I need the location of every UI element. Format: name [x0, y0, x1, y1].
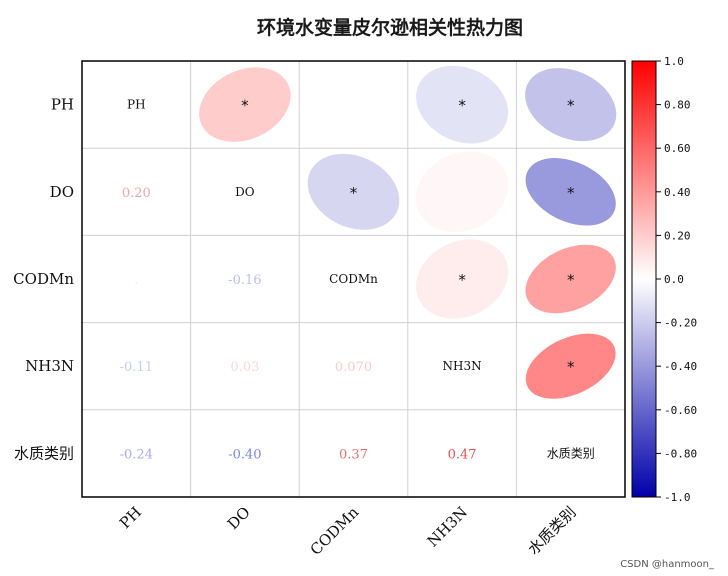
diagonal-label: PH [127, 98, 146, 112]
significance-marker: * [567, 358, 575, 376]
watermark: CSDN @hanmoon_ [620, 559, 714, 570]
diagonal-label: NH3N [443, 359, 482, 373]
corr-value-label: 0.03 [230, 360, 259, 375]
heatmap-grid [82, 61, 625, 497]
colorbar-tick-label: -0.40 [664, 360, 697, 373]
corr-ellipse [525, 333, 616, 399]
corr-ellipse [525, 68, 617, 142]
corr-ellipse [525, 158, 616, 226]
corr-ellipse [415, 239, 509, 319]
corr-value-label: 0.47 [448, 447, 477, 462]
column-label: 水质类别 [524, 503, 579, 558]
corr-value-label: -0.11 [120, 360, 153, 375]
chart-title: 环境水变量皮尔逊相关性热力图 [257, 16, 523, 39]
colorbar-tick-label: -1.0 [664, 491, 691, 504]
column-label: PH [116, 503, 145, 532]
significance-marker: * [458, 97, 466, 115]
colorbar-tick-label: 0.40 [664, 186, 691, 199]
colorbar-tick-label: -0.80 [664, 447, 697, 460]
corr-value-label: -0.16 [228, 273, 261, 288]
diagonal-label: CODMn [329, 272, 378, 286]
corr-value-label: 0.37 [339, 447, 368, 462]
corr-value-label: -0.24 [120, 447, 153, 462]
colorbar-tick-label: 0.0 [664, 273, 684, 286]
row-labels: PH DO CODMn NH3N 水质类别 [13, 96, 74, 463]
colorbar-tick-label: 1.0 [664, 55, 684, 68]
row-label: CODMn [13, 270, 74, 288]
heatmap-cells: * * * * * * * * PH DO CODMn NH3N 水质类别 0.20. -0.16 -0.11… [120, 63, 617, 462]
row-label: 水质类别 [14, 444, 74, 462]
column-label: CODMn [307, 503, 363, 559]
significance-marker: * [567, 271, 575, 289]
corr-ellipse [415, 151, 509, 233]
column-labels: PH DO CODMn NH3N 水质类别 [116, 503, 580, 559]
corr-value-label: . [134, 273, 138, 288]
colorbar-tick-label: 0.80 [664, 99, 691, 112]
diagonal-label: DO [235, 185, 255, 199]
significance-marker: * [350, 184, 358, 202]
significance-marker: * [241, 97, 249, 115]
colorbar-tick-label: 0.60 [664, 142, 691, 155]
plot-frame [81, 60, 626, 498]
colorbar-tick-label: -0.20 [664, 317, 697, 330]
diagonal-label: 水质类别 [547, 446, 595, 460]
row-label: NH3N [25, 357, 74, 375]
corr-ellipse [416, 65, 509, 144]
corr-ellipse [307, 63, 400, 146]
corr-value-label: 0.070 [335, 360, 372, 375]
corr-ellipse [525, 244, 616, 314]
column-label: DO [224, 503, 254, 533]
colorbar-tick-label: 0.20 [664, 229, 691, 242]
colorbar-ticks: 1.0 0.80 0.60 0.40 0.20 0.0 -0.20 -0.40 -0.60 -0.… [656, 55, 697, 504]
corr-ellipse [307, 153, 400, 230]
significance-marker: * [567, 97, 575, 115]
row-label: DO [50, 183, 74, 201]
colorbar-tick-label: -0.60 [664, 404, 697, 417]
column-label: NH3N [424, 503, 471, 550]
row-label: PH [51, 96, 74, 114]
significance-marker: * [458, 271, 466, 289]
significance-marker: * [567, 184, 575, 202]
colorbar [631, 60, 657, 498]
corr-ellipse [199, 67, 291, 142]
corr-value-label: 0.20 [122, 186, 151, 201]
corr-value-label: -0.40 [228, 447, 261, 462]
